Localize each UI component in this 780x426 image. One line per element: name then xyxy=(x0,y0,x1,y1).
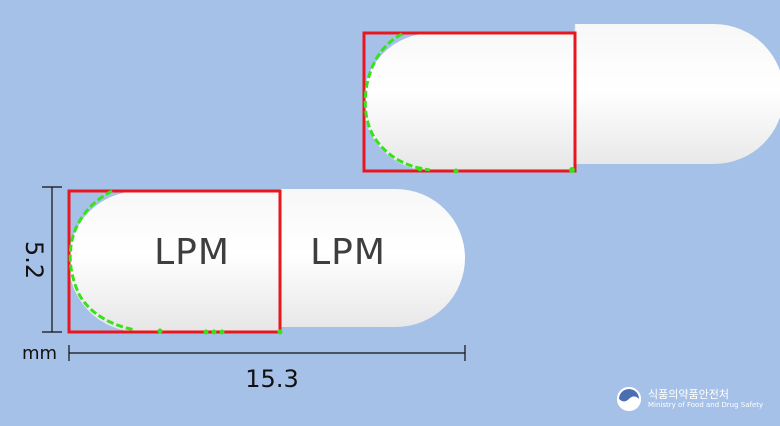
logo-name-english: Ministry of Food and Drug Safety xyxy=(648,401,764,409)
mfds-emblem-icon xyxy=(617,387,641,411)
mfds-logo: 식품의약품안전처 Ministry of Food and Drug Safet… xyxy=(616,386,763,412)
length-dimension xyxy=(68,345,466,361)
unit-label: mm xyxy=(22,343,57,364)
contour-dots-top xyxy=(417,166,575,174)
logo-name-korean: 식품의약품안전처 xyxy=(648,388,729,401)
height-dimension xyxy=(42,186,62,333)
length-label: 15.3 xyxy=(245,365,298,393)
imprint-right: LPM xyxy=(310,232,386,273)
capsule-back xyxy=(363,24,780,171)
contour-trace-top xyxy=(363,32,431,172)
capsule-front: LPM LPM xyxy=(68,189,465,332)
contour-trace-bottom xyxy=(68,189,136,332)
contour-dots-bottom xyxy=(157,328,283,335)
imprint-left: LPM xyxy=(154,232,230,273)
height-label: 5.2 xyxy=(20,241,48,279)
